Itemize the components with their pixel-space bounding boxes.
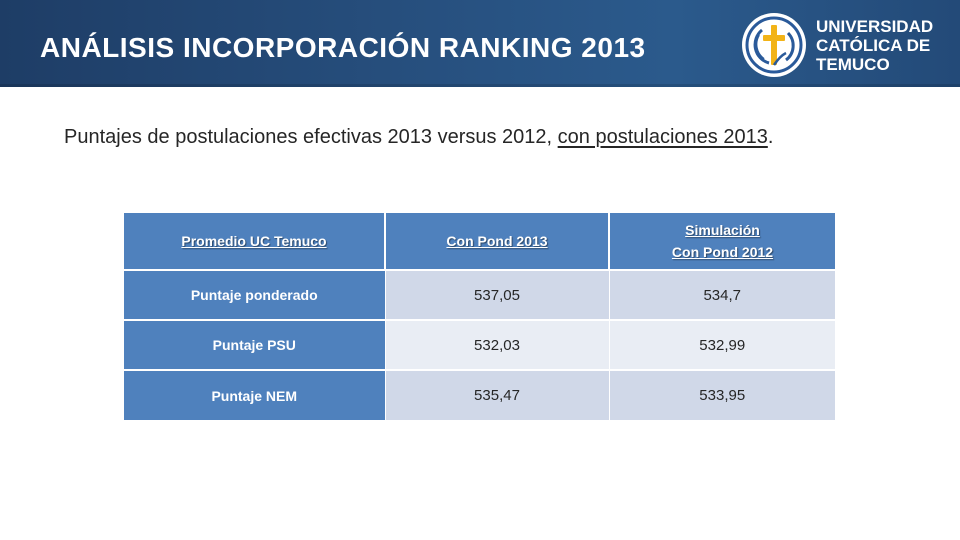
intro-end: . — [767, 126, 774, 148]
header-simulacion-line1: Simulación — [685, 222, 760, 238]
table-row: Puntaje ponderado 537,05 534,7 — [124, 269, 835, 320]
intro-paragraph: Puntajes de postulaciones efectivas 2013… — [64, 122, 888, 152]
slide-title: ANÁLISIS INCORPORACIÓN RANKING 2013 — [40, 32, 646, 63]
header-promedio: Promedio UC Temuco — [124, 213, 385, 270]
header-simulacion-line2: Con Pond 2012 — [671, 244, 774, 260]
university-logo: UNIVERSIDAD CATÓLICA DE TEMUCO — [742, 13, 947, 77]
cell-pond-2013: 535,47 — [384, 369, 609, 420]
scores-table: Promedio UC Temuco Con Pond 2013 Simulac… — [124, 213, 835, 420]
logo-line-2: CATÓLICA DE — [816, 36, 931, 55]
cell-pond-2012: 532,99 — [608, 319, 835, 370]
intro-underlined: con postulaciones 2013 — [557, 126, 768, 148]
cell-pond-2013: 532,03 — [384, 319, 609, 370]
cell-pond-2012: 533,95 — [608, 369, 835, 420]
logo-line-1: UNIVERSIDAD — [816, 17, 934, 36]
logo-text: UNIVERSIDAD CATÓLICA DE TEMUCO — [816, 17, 933, 74]
row-label: Puntaje ponderado — [124, 269, 385, 320]
table-row: Puntaje NEM 535,47 533,95 — [124, 369, 835, 420]
header-con-pond-2013: Con Pond 2013 — [384, 213, 609, 270]
university-emblem-icon — [742, 13, 806, 77]
table-row: Puntaje PSU 532,03 532,99 — [124, 319, 835, 370]
logo-line-3: TEMUCO — [816, 55, 890, 74]
intro-text: Puntajes de postulaciones efectivas 2013… — [64, 126, 558, 148]
table-header-row: Promedio UC Temuco Con Pond 2013 Simulac… — [124, 213, 835, 270]
cell-pond-2012: 534,7 — [608, 269, 835, 320]
slide-header: ANÁLISIS INCORPORACIÓN RANKING 2013 UNIV… — [0, 0, 960, 87]
row-label: Puntaje PSU — [124, 319, 385, 370]
header-simulacion: Simulación Con Pond 2012 — [608, 213, 835, 270]
row-label: Puntaje NEM — [124, 369, 385, 420]
cell-pond-2013: 537,05 — [384, 269, 609, 320]
